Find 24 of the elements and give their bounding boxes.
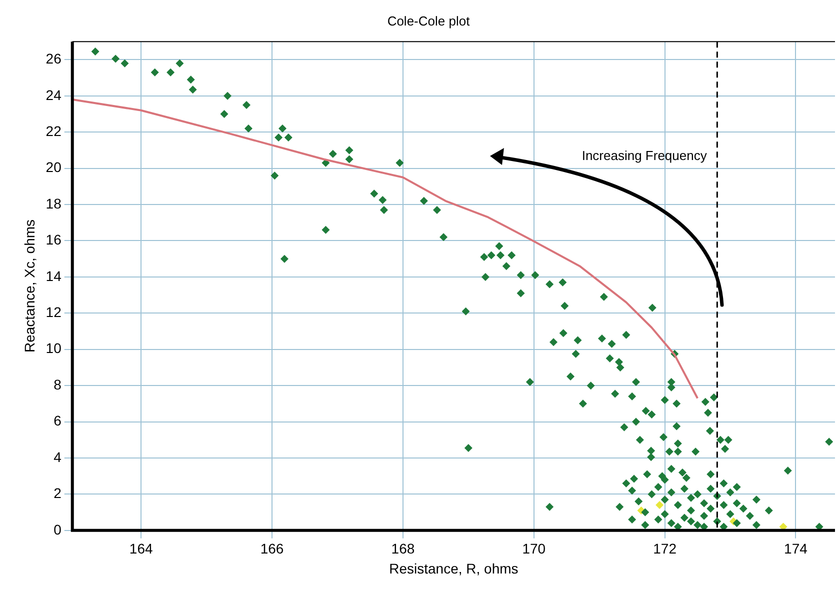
y-tick-label: 6 (54, 412, 62, 429)
y-tick-label: 10 (46, 340, 62, 356)
y-tick-label: 16 (46, 232, 62, 248)
y-tick-label: 14 (46, 268, 62, 284)
y-tick-label: 26 (46, 50, 62, 67)
y-tick-label: 18 (46, 195, 62, 212)
x-axis-title: Resistance, R, ohms (389, 560, 518, 576)
y-tick-label: 0 (54, 521, 62, 538)
x-tick-label: 172 (653, 540, 677, 557)
y-tick-label: 20 (46, 159, 62, 176)
x-tick-label: 164 (129, 540, 153, 557)
annotation: Increasing Frequency (582, 148, 708, 164)
y-tick-label: 24 (46, 86, 62, 103)
y-tick-label: 4 (54, 448, 62, 465)
y-tick-label: 22 (46, 122, 62, 139)
y-tick-label: 12 (46, 304, 62, 320)
y-tick-label: 8 (54, 376, 62, 392)
x-tick-label: 174 (784, 540, 808, 557)
x-tick-label: 168 (391, 540, 415, 557)
y-tick-label: 2 (54, 485, 62, 502)
chart-title: Cole-Cole plot (387, 13, 470, 28)
x-tick-label: 166 (260, 540, 284, 557)
y-axis-title: Reactance, Xc, ohms (21, 219, 38, 353)
x-tick-label: 170 (522, 540, 546, 557)
